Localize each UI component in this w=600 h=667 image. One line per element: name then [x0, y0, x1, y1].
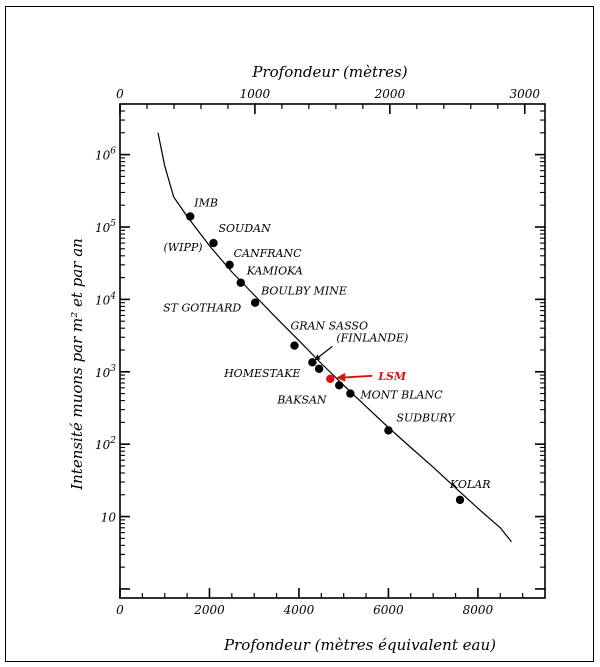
data-point [225, 260, 234, 270]
finlande-arrowhead [314, 354, 321, 361]
top-tick-label: 0 [116, 87, 124, 101]
x-tick-label: 0 [116, 603, 124, 617]
data-point [290, 341, 299, 350]
x-tick-label: 4000 [283, 603, 315, 617]
data-point [250, 298, 260, 307]
y-tick-label: 103 [95, 364, 116, 380]
data-point [314, 364, 324, 373]
page-number: 14 [297, 0, 308, 3]
point-label: GRAN SASSO [290, 320, 368, 333]
y-tick-label: 10 [101, 511, 117, 525]
point-label: MONT BLANC [359, 389, 443, 402]
data-point [326, 374, 335, 383]
data-point [209, 238, 218, 248]
y-tick-label: 102 [95, 436, 116, 452]
point-label: (FINLANDE) [336, 331, 408, 344]
data-point [384, 426, 393, 435]
data-point [455, 495, 465, 505]
point-label: (WIPP) [164, 241, 203, 254]
x-tick-label: 8000 [463, 603, 494, 617]
x-axis-title: Profondeur (mètres équivalent eau) [223, 636, 496, 654]
x-tick-label: 6000 [373, 603, 404, 617]
lsm-arrowhead [336, 372, 346, 382]
point-label: LSM [377, 370, 407, 383]
plot-frame [119, 103, 546, 599]
y-tick-label: 104 [95, 291, 116, 307]
top-tick-label: 1000 [240, 87, 271, 101]
point-label: IMB [193, 196, 218, 209]
data-point [186, 212, 195, 221]
top-tick-label: 2000 [374, 87, 406, 101]
y-tick-label: 106 [95, 147, 116, 163]
labels-layer: 0 2000 4000 6000 8000 0 1000 2000 3000 106 105 104 1… [95, 87, 540, 617]
top-axis-title: Profondeur (mètres) [251, 63, 407, 81]
point-label: HOMESTAKE [223, 367, 300, 380]
page-frame [5, 6, 594, 662]
data-point [236, 278, 245, 287]
point-label: KAMIOKA [246, 265, 303, 278]
point-label: SOUDAN [219, 222, 272, 235]
point-label: BAKSAN [276, 393, 327, 406]
point-label: ST GOTHARD [163, 302, 241, 315]
point-label: CANFRANC [234, 247, 302, 260]
data-point [335, 381, 344, 390]
top-tick-label: 3000 [509, 87, 540, 101]
point-label: BOULBY MINE [260, 285, 347, 298]
data-point [346, 389, 355, 398]
point-label: KOLAR [449, 478, 490, 491]
x-tick-label: 2000 [193, 603, 225, 617]
ticks-layer [119, 103, 545, 598]
y-tick-label: 105 [95, 219, 116, 235]
y-axis-title: Intensité muons par m² et par an [68, 238, 86, 491]
marks-layer [186, 212, 465, 505]
point-label: SUDBURY [396, 411, 456, 424]
